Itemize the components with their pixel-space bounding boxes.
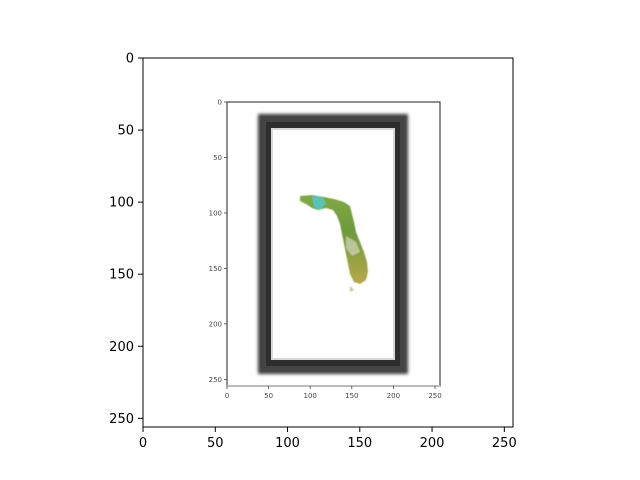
y-tick-label: 150 bbox=[109, 268, 134, 283]
y-tick-label: 0 bbox=[126, 52, 134, 67]
inner-image: 0 50 100 150 200 250 0 50 100 150 200 250 bbox=[200, 96, 442, 400]
x-tick-label: 200 bbox=[420, 436, 445, 451]
y-tick-label: 200 bbox=[109, 340, 134, 355]
axes-frame bbox=[142, 57, 514, 428]
y-tick-label: 100 bbox=[109, 196, 134, 211]
inner-y-tick-label: 150 bbox=[209, 265, 222, 273]
inner-x-tick-label: 150 bbox=[345, 392, 358, 400]
inner-y-ticks: 0 50 100 150 200 250 bbox=[209, 99, 227, 384]
inner-x-tick-label: 100 bbox=[304, 392, 317, 400]
inner-y-tick-label: 200 bbox=[209, 320, 222, 328]
y-axis-ticks: 0 50 100 150 200 250 bbox=[109, 52, 143, 427]
inner-x-tick-label: 200 bbox=[387, 392, 400, 400]
inner-x-tick-label: 250 bbox=[428, 392, 441, 400]
y-tick-label: 250 bbox=[109, 412, 134, 427]
x-tick-label: 50 bbox=[207, 436, 224, 451]
inner-y-tick-label: 250 bbox=[209, 376, 222, 384]
inner-x-tick-label: 50 bbox=[264, 392, 273, 400]
picture-frame bbox=[258, 114, 408, 374]
inner-x-ticks: 0 50 100 150 200 250 bbox=[225, 386, 442, 400]
x-tick-label: 150 bbox=[347, 436, 372, 451]
x-tick-label: 100 bbox=[275, 436, 300, 451]
x-tick-label: 0 bbox=[139, 436, 147, 451]
y-tick-label: 50 bbox=[117, 124, 134, 139]
inner-y-tick-label: 50 bbox=[213, 154, 222, 162]
x-tick-label: 250 bbox=[492, 436, 517, 451]
inner-y-tick-label: 100 bbox=[209, 209, 222, 217]
inner-x-tick-label: 0 bbox=[225, 392, 229, 400]
x-axis-ticks: 0 50 100 150 200 250 bbox=[139, 427, 517, 451]
map-shape bbox=[300, 195, 368, 292]
main-axes: 0 50 100 150 200 250 0 50 100 150 200 250 bbox=[142, 57, 514, 428]
inner-y-tick-label: 0 bbox=[218, 99, 222, 107]
